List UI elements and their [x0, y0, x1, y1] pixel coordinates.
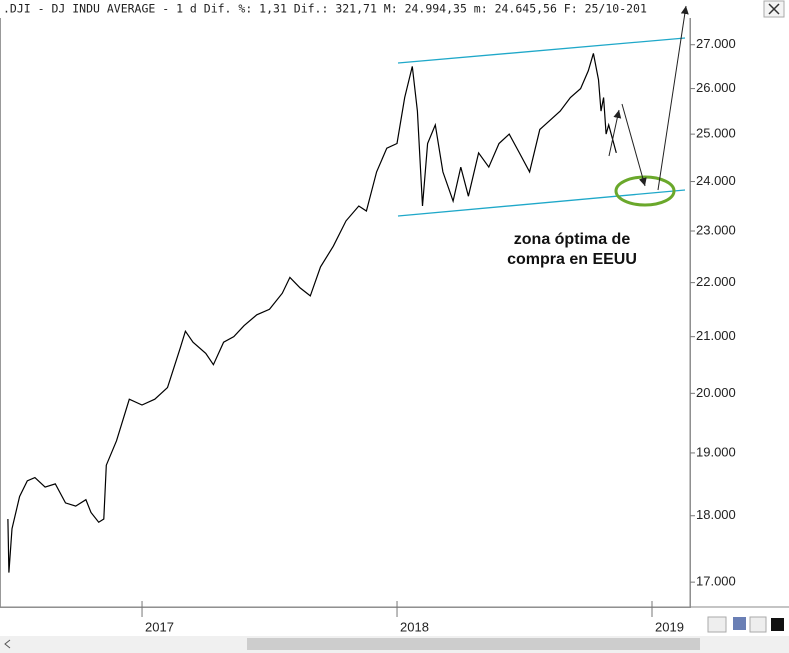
x-tick-label: 2019 — [655, 619, 684, 634]
channel-lower — [397, 189, 686, 217]
y-tick-label: 18.000 — [696, 507, 736, 522]
marks — [7, 53, 617, 573]
x-tick-label: 2018 — [400, 619, 429, 634]
channel-upper — [397, 37, 686, 64]
arrow — [621, 103, 647, 187]
y-tick-label: 23.000 — [696, 222, 736, 237]
y-tick-label: 25.000 — [696, 126, 736, 141]
y-tick-label: 19.000 — [696, 444, 736, 459]
y-tick-label: 24.000 — [696, 173, 736, 188]
y-tick-label: 21.000 — [696, 328, 736, 343]
tool-button[interactable] — [707, 616, 727, 633]
pin-button[interactable] — [749, 616, 767, 633]
buy-zone-ellipse — [614, 175, 676, 207]
y-tick-label: 20.000 — [696, 385, 736, 400]
annotation: zona óptima de compra en EEUU — [507, 231, 637, 268]
scroll-thumb[interactable] — [247, 638, 700, 650]
arrow — [657, 5, 689, 191]
save-button[interactable] — [733, 617, 746, 630]
arrow — [608, 109, 622, 157]
y-tick-label: 22.000 — [696, 274, 736, 289]
x-tick-label: 2017 — [145, 619, 174, 634]
y-tick-label: 27.000 — [696, 36, 736, 51]
close-icon — [768, 3, 780, 15]
y-tick-label: 17.000 — [696, 574, 736, 589]
header-bar — [0, 0, 760, 18]
header-text: .DJI - DJ INDU AVERAGE - 1 d Dif. %: 1,3… — [3, 2, 647, 16]
color-button[interactable] — [771, 618, 784, 631]
price-line — [7, 53, 617, 573]
y-tick-label: 26.000 — [696, 80, 736, 95]
scroll-left[interactable] — [4, 639, 11, 649]
